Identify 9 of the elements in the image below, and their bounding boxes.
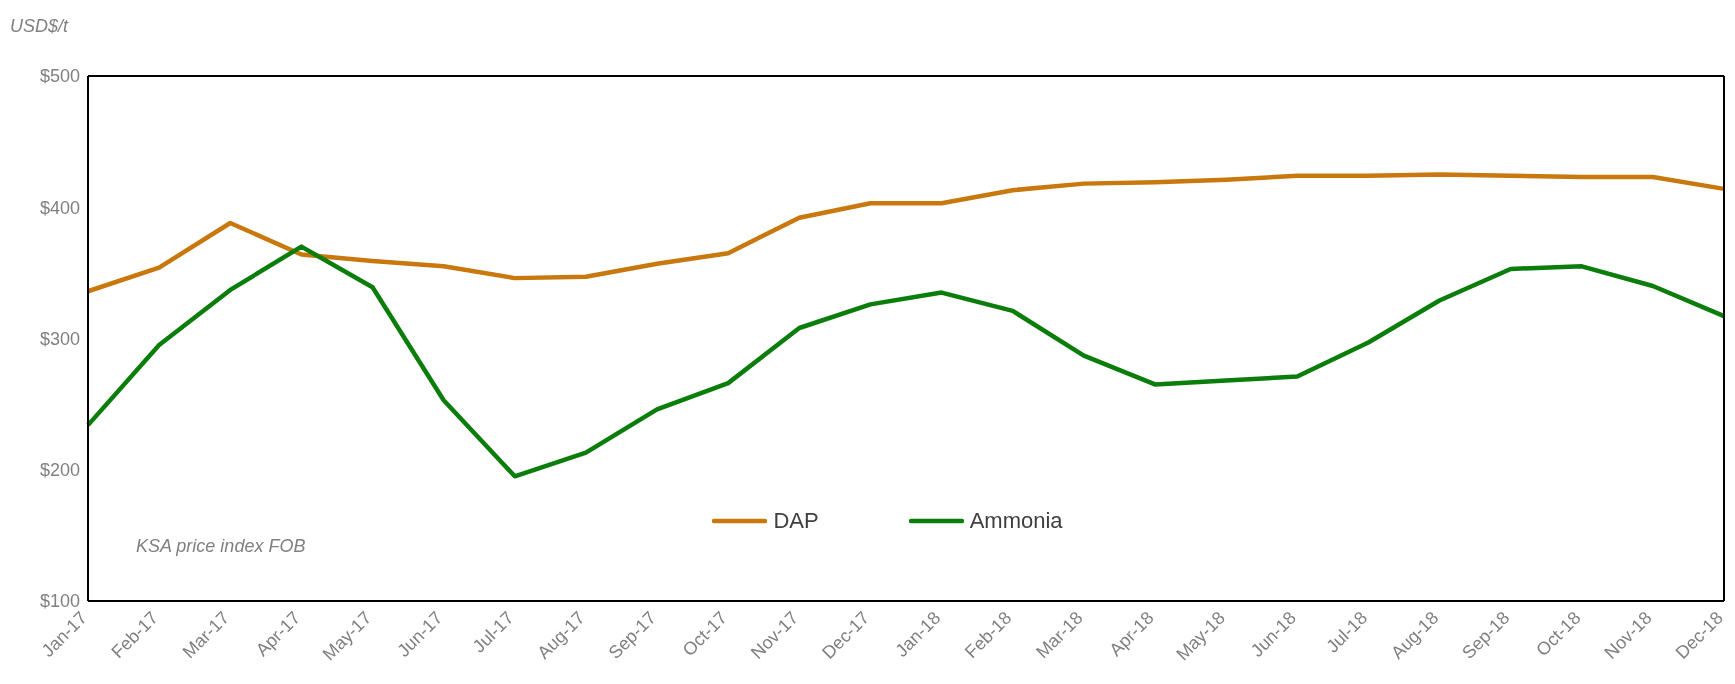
y-tick-label: $400: [39, 197, 80, 218]
annotation: KSA price index FOB: [136, 536, 306, 557]
y-axis-title: USD$/t: [10, 16, 69, 37]
y-tick-label: $200: [39, 460, 80, 481]
legend-label: Ammonia: [969, 508, 1063, 534]
y-tick-label: $500: [39, 66, 80, 87]
y-tick-label: $300: [39, 328, 80, 349]
y-tick-label: $100: [39, 591, 80, 612]
legend-label: DAP: [773, 508, 819, 534]
